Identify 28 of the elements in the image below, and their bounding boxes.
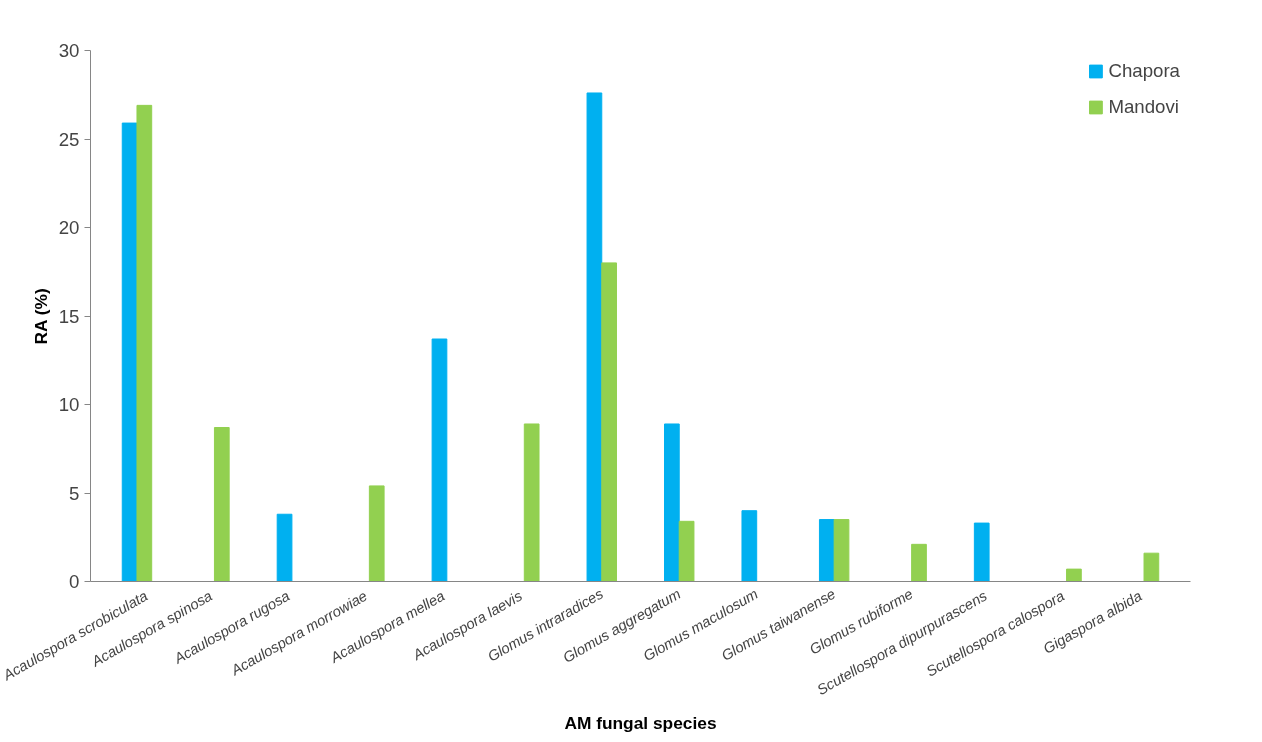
- y-tick-label: 0: [69, 571, 80, 592]
- bar: [276, 513, 293, 582]
- y-tick-label: 20: [58, 217, 80, 238]
- bar: [586, 92, 603, 582]
- y-tick-label: 25: [58, 128, 80, 150]
- bar: [818, 519, 835, 582]
- bar: [213, 427, 230, 582]
- legend-label: Chapora: [1108, 60, 1180, 82]
- bar: [431, 338, 448, 582]
- bar: [833, 519, 850, 582]
- bar: [911, 543, 927, 582]
- bar: [368, 485, 385, 582]
- y-tick-label: 5: [69, 482, 80, 504]
- bar: [1066, 568, 1082, 582]
- bar: [523, 423, 540, 582]
- bar: [741, 510, 758, 582]
- bar: [678, 520, 695, 582]
- y-tick-label: 10: [58, 394, 80, 415]
- x-axis-title: AM fungal species: [564, 712, 717, 733]
- bar: [973, 522, 990, 582]
- bar: [136, 104, 153, 582]
- y-axis-title: RA (%): [30, 288, 51, 345]
- bar: [1143, 552, 1160, 582]
- legend-label: Mandovi: [1108, 96, 1179, 118]
- bar: [601, 262, 617, 582]
- y-tick-label: 30: [58, 40, 80, 61]
- bar: [664, 423, 680, 582]
- y-tick-label: 15: [58, 305, 80, 327]
